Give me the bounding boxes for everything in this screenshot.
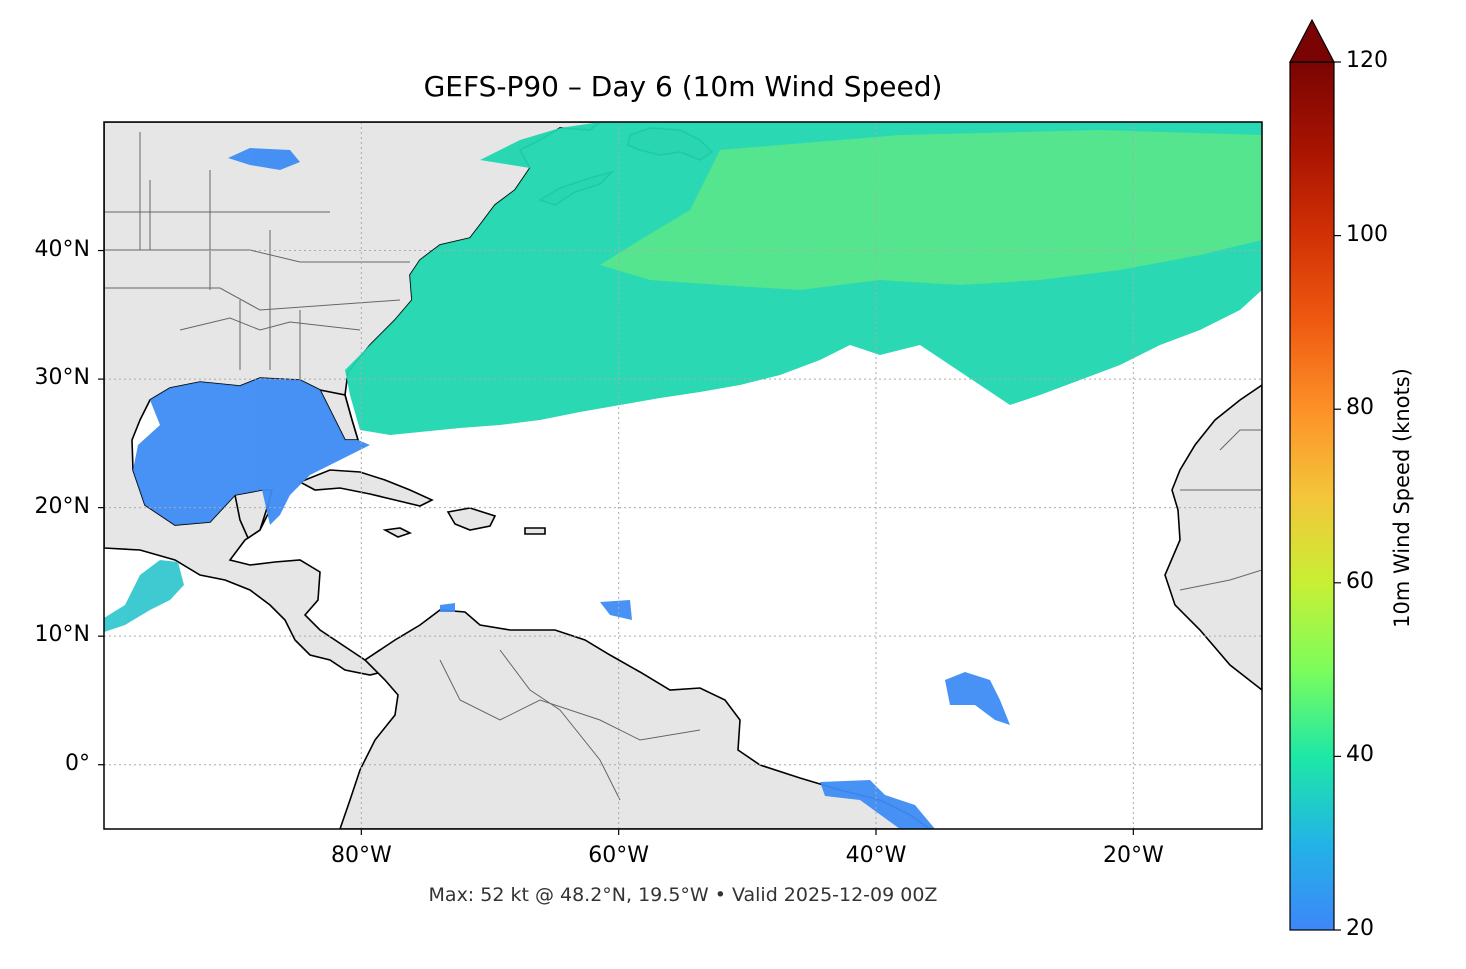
colorbar-frame: [1289, 61, 1335, 931]
lat-tick-label: 40°N: [34, 236, 90, 262]
lat-tick-label: 30°N: [34, 365, 90, 391]
colorbar-tick-label: 120: [1346, 48, 1388, 73]
colorbar-gradient: [1290, 62, 1334, 930]
chart-title: GEFS-P90 – Day 6 (10m Wind Speed): [423, 70, 943, 103]
wind-field-gulf: [133, 378, 370, 525]
land-africa: [1164, 384, 1262, 692]
wind-field-atlantic-strong: [600, 130, 1262, 290]
gridlines: [104, 122, 1262, 829]
colorbar-tick-label: 80: [1346, 395, 1374, 421]
lat-tick-label: 0°: [65, 750, 90, 776]
colorbar-tick-label: 20: [1346, 916, 1374, 941]
wind-field-patch-4: [440, 603, 455, 612]
footer-caption: Max: 52 kt @ 48.2°N, 19.5°W • Valid 2025…: [428, 884, 938, 906]
colorbar-tick-label: 40: [1346, 742, 1374, 768]
land-puerto-rico: [524, 527, 546, 535]
wind-field: [104, 122, 1262, 829]
lat-tick-label: 10°N: [34, 622, 90, 648]
land-south-america: [339, 609, 932, 829]
colorbar-tickmarks: [1334, 61, 1341, 931]
lon-tick-label: 40°W: [845, 843, 907, 868]
colorbar-tick-label: 100: [1346, 221, 1388, 247]
axis-tickmarks: [98, 249, 1134, 835]
land-jamaica: [382, 527, 413, 538]
colorbar-label: 10m Wind Speed (knots): [1390, 368, 1414, 628]
wind-field-pacific: [104, 560, 184, 632]
wind-field-patch-1: [945, 672, 1010, 725]
wind-field-great-lakes: [228, 148, 300, 170]
lon-tick-label: 60°W: [588, 843, 650, 868]
wind-field-patch-3: [600, 600, 632, 620]
land-cuba: [298, 469, 434, 507]
lat-tick-label: 20°N: [34, 493, 90, 519]
wind-field-patch-2: [820, 780, 935, 829]
state-borders: [104, 132, 1262, 801]
colorbar-tick-label: 60: [1346, 568, 1374, 594]
map-frame: [103, 121, 1263, 830]
lon-tick-label: 80°W: [330, 843, 392, 868]
lon-tick-label: 20°W: [1102, 843, 1164, 868]
colorbar-extend-arrow: [1289, 18, 1335, 63]
